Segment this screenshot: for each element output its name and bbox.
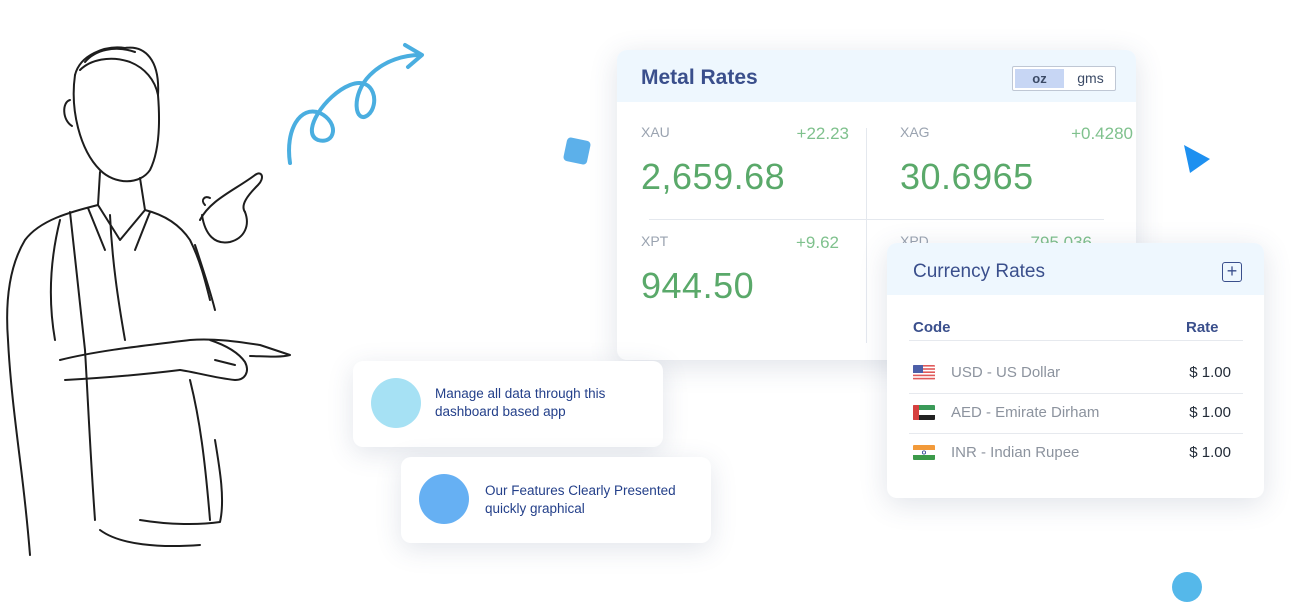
feature-line: Our Features Clearly Presented — [485, 483, 676, 498]
metal-price: 30.6965 — [900, 156, 1034, 197]
header-divider — [909, 340, 1243, 341]
currency-row[interactable]: INR - Indian Rupee $ 1.00 — [909, 433, 1243, 473]
feature-card-features: Our Features Clearly Presented quickly g… — [401, 457, 711, 543]
currency-name: AED - Emirate Dirham — [951, 404, 1100, 421]
metal-rates-card: Metal Rates oz gms XAU +22.23 2,659.68 X… — [617, 50, 1136, 360]
add-currency-button[interactable]: + — [1222, 262, 1242, 282]
feature-card-manage: Manage all data through this dashboard b… — [353, 361, 663, 447]
currency-rate: $ 1.00 — [1189, 404, 1231, 421]
currency-rates-card: Currency Rates + Code Rate USD - US Doll… — [887, 243, 1264, 498]
feature-text: Manage all data through this dashboard b… — [435, 385, 605, 421]
currency-name: USD - US Dollar — [951, 364, 1061, 381]
column-header-code: Code — [913, 319, 951, 336]
currency-rates-header: Currency Rates + — [887, 243, 1264, 295]
feature-dot-icon — [371, 378, 421, 428]
decor-square — [562, 136, 592, 166]
decor-triangle — [1184, 145, 1210, 173]
metal-code: XPT — [641, 233, 669, 249]
metal-price: 944.50 — [641, 265, 755, 306]
in-flag-icon — [913, 445, 935, 460]
us-flag-icon — [913, 365, 935, 380]
metal-change: +22.23 — [796, 124, 849, 143]
swirl-arrow-decoration — [287, 43, 424, 165]
metal-xau-cell: XAU +22.23 2,659.68 — [641, 124, 871, 214]
currency-rates-title: Currency Rates — [913, 261, 1045, 282]
metal-grid-horizontal-divider — [649, 219, 1104, 220]
feature-line: dashboard based app — [435, 404, 566, 419]
column-header-rate: Rate — [1186, 319, 1219, 336]
metal-rates-title: Metal Rates — [641, 66, 758, 89]
decor-circle — [1172, 572, 1202, 602]
metal-change: +9.62 — [795, 233, 839, 252]
person-illustration — [6, 46, 291, 556]
metal-grid-vertical-divider — [866, 128, 867, 343]
metal-code: XAU — [641, 124, 670, 140]
metal-change: +0.4280 — [1071, 124, 1133, 143]
feature-dot-icon — [419, 474, 469, 524]
currency-name: INR - Indian Rupee — [951, 444, 1080, 461]
metal-xag-cell: XAG +0.4280 30.6965 — [900, 124, 1133, 214]
currency-rate: $ 1.00 — [1189, 444, 1231, 461]
metal-price: 2,659.68 — [641, 156, 786, 197]
currency-row[interactable]: USD - US Dollar $ 1.00 — [909, 353, 1243, 394]
currency-row[interactable]: AED - Emirate Dirham $ 1.00 — [909, 393, 1243, 434]
metal-code: XAG — [900, 124, 930, 140]
feature-text: Our Features Clearly Presented quickly g… — [485, 482, 676, 518]
unit-toggle[interactable]: oz gms — [1012, 66, 1116, 91]
ae-flag-icon — [913, 405, 935, 420]
unit-oz-button[interactable]: oz — [1015, 69, 1064, 88]
unit-gms-button[interactable]: gms — [1077, 70, 1104, 86]
currency-rate: $ 1.00 — [1189, 364, 1231, 381]
feature-line: Manage all data through this — [435, 386, 606, 401]
feature-line: quickly graphical — [485, 501, 585, 516]
metal-rates-header: Metal Rates oz gms — [617, 50, 1136, 102]
metal-xpt-cell: XPT +9.62 944.50 — [641, 233, 871, 323]
